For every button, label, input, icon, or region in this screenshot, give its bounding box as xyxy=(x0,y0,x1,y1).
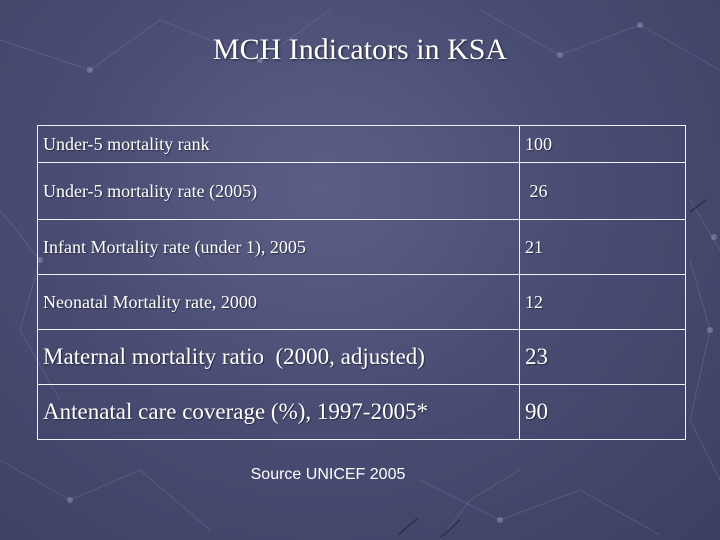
indicator-value: 12 xyxy=(519,274,686,330)
indicator-value: 90 xyxy=(519,384,686,440)
table-row: Maternal mortality ratio (2000, adjusted… xyxy=(37,329,686,385)
indicator-label: Infant Mortality rate (under 1), 2005 xyxy=(37,219,520,275)
table-row: Infant Mortality rate (under 1), 2005 21 xyxy=(37,219,686,275)
slide-title: MCH Indicators in KSA xyxy=(212,33,508,66)
table-row: Neonatal Mortality rate, 2000 12 xyxy=(37,274,686,330)
indicator-label: Neonatal Mortality rate, 2000 xyxy=(37,274,520,330)
table-row: Antenatal care coverage (%), 1997-2005* … xyxy=(37,384,686,440)
indicator-value-text: 26 xyxy=(529,180,548,201)
indicator-value: 26 xyxy=(519,162,686,220)
indicator-value: 23 xyxy=(519,329,686,385)
table-row: Under-5 mortality rank 100 xyxy=(37,125,686,163)
table-row: Under-5 mortality rate (2005) 26 xyxy=(37,162,686,220)
indicator-value: 21 xyxy=(519,219,686,275)
indicator-label: Maternal mortality ratio (2000, adjusted… xyxy=(37,329,520,385)
indicator-label: Antenatal care coverage (%), 1997-2005* xyxy=(37,384,520,440)
indicators-table: Under-5 mortality rank 100 Under-5 morta… xyxy=(37,125,686,440)
indicator-label: Under-5 mortality rank xyxy=(37,125,520,163)
indicator-label: Under-5 mortality rate (2005) xyxy=(37,162,520,220)
source-note: Source UNICEF 2005 xyxy=(250,466,406,483)
indicator-value: 100 xyxy=(519,125,686,163)
